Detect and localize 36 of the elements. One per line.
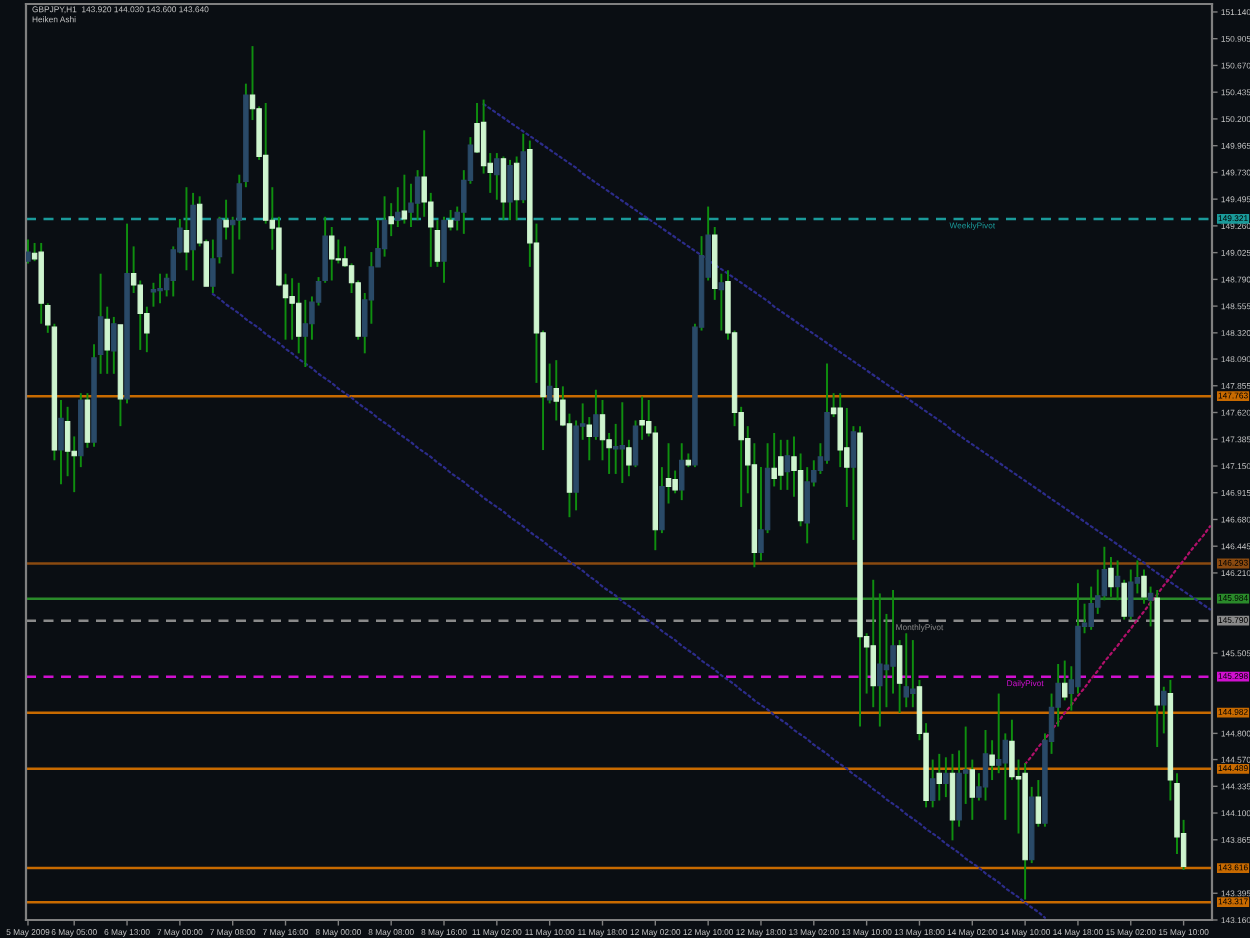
- candlestick: [771, 432, 777, 488]
- candlestick: [513, 155, 520, 222]
- candlestick: [1128, 568, 1134, 621]
- candlestick: [441, 215, 447, 284]
- candlestick: [500, 155, 507, 222]
- line-series: [482, 103, 1212, 611]
- candlestick: [943, 756, 949, 799]
- candlestick: [784, 438, 791, 491]
- candlestick: [778, 438, 784, 491]
- candlestick: [494, 152, 500, 201]
- candlestick: [982, 729, 989, 802]
- candlestick: [1035, 779, 1042, 828]
- candlestick: [619, 401, 626, 485]
- candlestick: [936, 752, 943, 802]
- candlestick: [553, 359, 560, 422]
- candlestick: [84, 392, 91, 449]
- candlestick: [104, 305, 110, 375]
- candlestick: [929, 758, 936, 809]
- candlestick: [329, 226, 335, 282]
- candlestick: [111, 315, 117, 375]
- candlestick: [150, 281, 157, 308]
- candlestick: [190, 191, 196, 282]
- candlestick: [903, 632, 909, 709]
- candlestick: [877, 592, 883, 728]
- candlestick: [401, 173, 408, 225]
- candlestick: [302, 298, 309, 368]
- candlestick: [678, 442, 685, 502]
- candlestick: [447, 208, 454, 232]
- candlestick: [949, 752, 956, 842]
- candlestick: [26, 238, 31, 265]
- candlestick: [58, 399, 64, 486]
- line-series: [211, 293, 1047, 919]
- candlestick: [910, 639, 916, 709]
- candlestick: [612, 422, 619, 475]
- candlestick: [157, 272, 163, 305]
- candlestick: [507, 158, 513, 222]
